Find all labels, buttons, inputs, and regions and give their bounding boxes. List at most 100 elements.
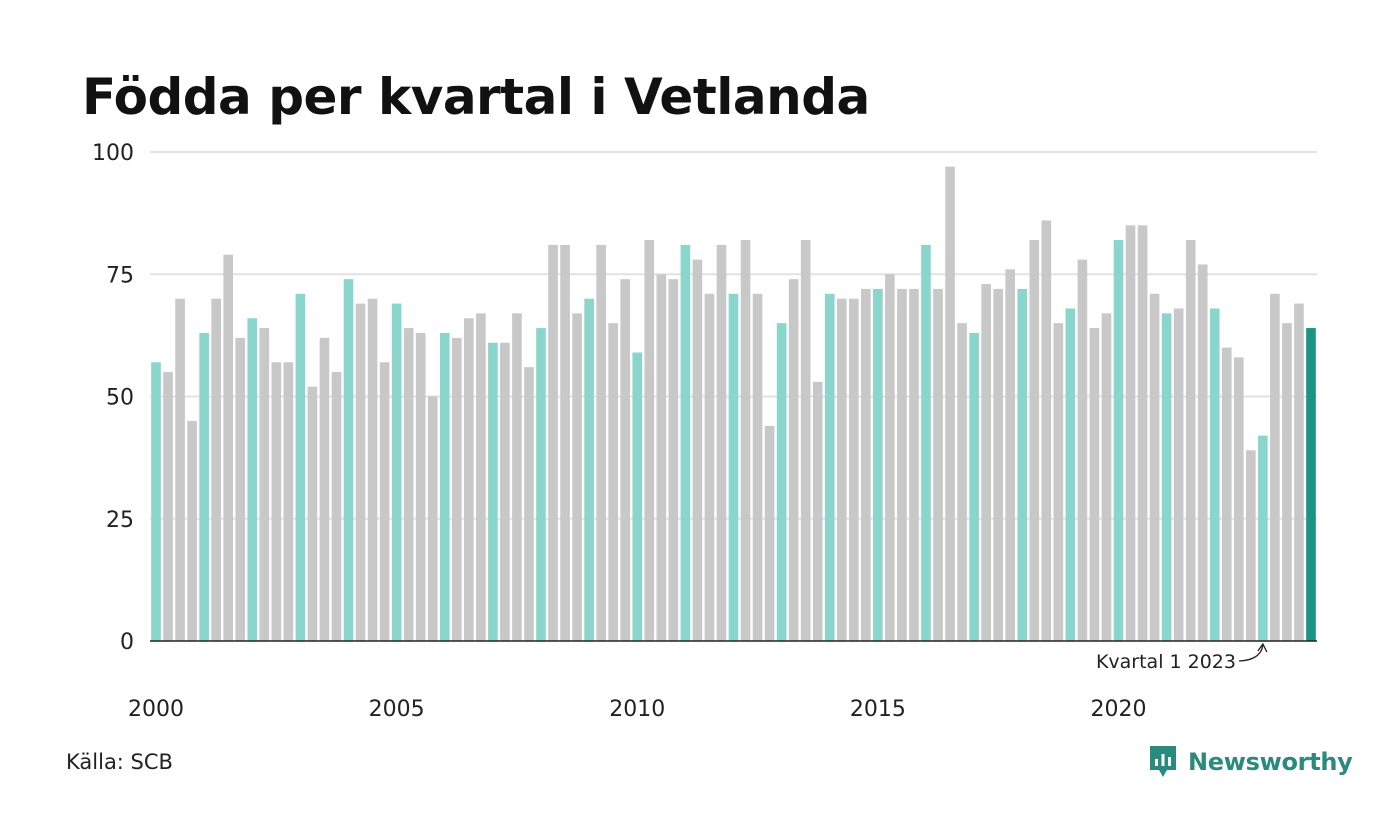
bar — [1270, 293, 1280, 641]
bar — [151, 362, 161, 641]
bar — [800, 240, 811, 641]
bar — [500, 342, 510, 641]
bar — [1282, 323, 1292, 641]
bar — [548, 244, 558, 641]
bar — [476, 313, 486, 641]
bar — [560, 244, 570, 641]
bar — [620, 279, 631, 641]
y-tick-label: 25 — [106, 508, 134, 533]
bar — [704, 293, 715, 641]
bar — [728, 293, 739, 641]
bar — [897, 288, 907, 641]
bar — [223, 254, 234, 641]
bar — [608, 323, 619, 641]
bar — [824, 293, 835, 641]
bar — [163, 372, 173, 641]
bar — [1077, 259, 1088, 641]
bar — [451, 337, 462, 641]
bar — [572, 313, 582, 641]
bar — [656, 274, 667, 641]
bar — [1125, 225, 1136, 641]
bar — [488, 342, 498, 641]
y-tick-label: 0 — [120, 630, 134, 655]
bar — [1041, 220, 1052, 641]
x-tick-label: 2010 — [609, 697, 665, 722]
source-note: Källa: SCB — [66, 750, 173, 774]
bar — [259, 328, 270, 641]
bar — [1258, 435, 1268, 641]
bar — [1137, 225, 1148, 641]
brand-logo: Newsworthy — [1148, 742, 1353, 782]
bar — [957, 323, 967, 641]
bar — [283, 362, 294, 641]
bar — [331, 372, 342, 641]
bar — [584, 298, 594, 641]
bar — [788, 279, 799, 641]
bar — [776, 323, 787, 641]
bar — [1089, 328, 1100, 641]
bar — [307, 386, 318, 641]
bar — [1197, 264, 1208, 641]
bar — [873, 288, 883, 641]
y-tick-label: 100 — [92, 141, 134, 166]
bar — [993, 288, 1003, 641]
bar — [464, 318, 474, 641]
bar — [391, 303, 402, 641]
bar — [812, 381, 823, 641]
bar — [836, 298, 847, 641]
bar — [1113, 240, 1124, 641]
bar — [1173, 308, 1184, 641]
bar — [716, 244, 727, 641]
bar — [247, 318, 258, 641]
x-tick-label: 2015 — [850, 697, 906, 722]
bar — [187, 420, 197, 641]
bar — [680, 244, 691, 641]
bar — [752, 293, 763, 641]
bar — [1017, 288, 1028, 641]
bar — [632, 352, 643, 641]
y-axis-ticks: 0 25 50 75 100 — [92, 141, 134, 655]
bar — [367, 298, 378, 641]
bar — [1101, 313, 1112, 641]
bar — [235, 337, 246, 641]
brand-name: Newsworthy — [1188, 748, 1353, 776]
bar — [921, 244, 931, 641]
bar — [668, 279, 679, 641]
annotation-arrow — [1238, 644, 1264, 662]
bar — [861, 288, 871, 641]
annotation-arrowhead — [1257, 642, 1268, 653]
bar — [981, 284, 991, 641]
annotation: Kvartal 1 2023 — [1096, 642, 1268, 673]
bar — [415, 332, 426, 641]
y-tick-label: 75 — [106, 263, 134, 288]
bar — [885, 274, 895, 641]
bar — [295, 293, 306, 641]
bar — [524, 367, 534, 641]
bar — [211, 298, 221, 641]
bar — [355, 303, 366, 641]
bar — [1294, 303, 1304, 641]
bar — [536, 328, 546, 641]
bar — [848, 298, 859, 641]
bar-chart-logo-icon — [1150, 746, 1176, 777]
x-tick-label: 2020 — [1090, 697, 1146, 722]
bar — [175, 298, 185, 641]
x-axis-ticks: 2000 2005 2010 2015 2020 — [128, 697, 1146, 722]
bar — [379, 362, 390, 641]
bar — [740, 240, 751, 641]
bar — [199, 332, 209, 641]
bar — [1161, 313, 1172, 641]
bar — [1149, 293, 1160, 641]
annotation-label: Kvartal 1 2023 — [1096, 651, 1236, 673]
bar — [933, 288, 943, 641]
bar — [1209, 308, 1220, 641]
bars — [151, 166, 1316, 642]
bar — [1185, 240, 1196, 641]
y-tick-label: 50 — [106, 386, 134, 411]
x-tick-label: 2000 — [128, 697, 184, 722]
bar — [692, 259, 703, 641]
bar — [1306, 328, 1316, 641]
bar — [1005, 269, 1016, 641]
bar — [596, 244, 606, 641]
